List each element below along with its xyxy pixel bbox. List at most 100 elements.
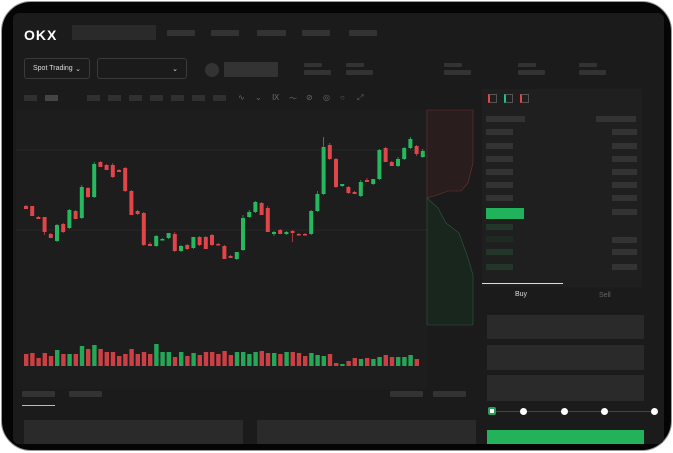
both-sides-icon[interactable] — [488, 94, 497, 103]
candle — [160, 239, 165, 241]
volume-bar — [371, 359, 376, 366]
slider-stop[interactable] — [601, 408, 608, 415]
bottom-tab-history[interactable] — [69, 391, 102, 397]
volume-bar — [321, 356, 326, 366]
line-icon[interactable]: ⌄ — [255, 93, 262, 102]
volume-bar — [42, 353, 47, 366]
bottom-action[interactable] — [433, 391, 466, 397]
nav-item[interactable] — [349, 30, 377, 36]
ask-size — [612, 143, 637, 149]
candle — [365, 180, 369, 182]
slider-stop[interactable] — [561, 408, 568, 415]
volume-bar — [228, 355, 233, 366]
volume-bar — [86, 349, 91, 366]
volume-bar — [55, 350, 60, 366]
tab-sell[interactable]: Sell — [599, 292, 611, 299]
fullscreen-icon[interactable]: ⤢ — [357, 93, 364, 102]
volume-bar — [303, 356, 308, 366]
timeframe-button[interactable] — [150, 95, 163, 101]
volume-bar — [408, 355, 413, 366]
candle — [98, 162, 103, 167]
timeframe-button[interactable] — [129, 95, 142, 101]
buy-submit-button[interactable] — [487, 430, 644, 444]
timeframe-button[interactable] — [171, 95, 184, 101]
timeframe-button[interactable] — [24, 95, 37, 101]
volume-bar — [352, 358, 357, 366]
slider-handle[interactable] — [488, 407, 496, 415]
timeframe-button[interactable] — [87, 95, 100, 101]
bottom-tab-indicator — [22, 405, 55, 406]
candle — [36, 217, 41, 219]
volume-bar — [79, 346, 85, 366]
candle — [327, 145, 332, 159]
slider-stop[interactable] — [520, 408, 527, 415]
pencil-icon[interactable]: ⊘ — [306, 93, 313, 102]
candle — [154, 236, 159, 246]
nav-item[interactable] — [302, 30, 330, 36]
market-select[interactable]: Spot Trading ⌄ — [24, 58, 90, 79]
nav-item[interactable] — [167, 30, 195, 36]
pair-select[interactable]: ⌄ — [97, 58, 187, 79]
volume-bar — [253, 352, 258, 366]
nav-item[interactable] — [211, 30, 239, 36]
slider-stop[interactable] — [651, 408, 658, 415]
volume-bar — [129, 349, 134, 366]
volume-bar — [98, 349, 103, 366]
amount-slider[interactable] — [488, 407, 658, 415]
candle — [296, 234, 301, 236]
bottom-tab-open-orders[interactable] — [22, 391, 55, 397]
indicator-icon[interactable]: Ⅸ — [272, 93, 280, 102]
ask-size — [612, 182, 637, 188]
timeframe-button[interactable] — [213, 95, 226, 101]
bottom-action[interactable] — [390, 391, 423, 397]
stat-label — [579, 63, 597, 67]
timeframe-button[interactable] — [108, 95, 121, 101]
circle-icon[interactable]: ○ — [340, 93, 345, 102]
candle — [61, 224, 66, 232]
search-bar[interactable] — [72, 25, 156, 40]
bid-price — [486, 224, 513, 230]
candle — [284, 232, 289, 234]
timeframe-button[interactable] — [45, 95, 58, 101]
volume-bar — [315, 355, 320, 366]
timeframe-button[interactable] — [192, 95, 205, 101]
candle — [24, 206, 28, 209]
volume-bar — [185, 356, 190, 366]
candlestick-chart[interactable] — [13, 13, 664, 444]
price-input[interactable] — [487, 315, 644, 339]
volume-bar — [402, 357, 407, 366]
volume-bar — [272, 353, 277, 366]
candle — [377, 150, 382, 179]
volume-bar — [73, 354, 78, 366]
candle — [321, 147, 326, 194]
candle — [148, 244, 152, 246]
nav-item[interactable] — [257, 30, 286, 36]
volume-bar — [24, 354, 29, 366]
amount-input[interactable] — [487, 345, 644, 370]
volume-bar — [358, 359, 364, 366]
ask-price — [486, 169, 513, 175]
ask-price — [486, 195, 513, 201]
candle — [247, 212, 252, 217]
volume-bar — [265, 353, 271, 366]
total-input[interactable] — [487, 375, 644, 401]
volume-bar — [222, 351, 227, 366]
stat-value — [518, 70, 545, 75]
ask-price — [486, 129, 513, 135]
candle — [172, 234, 177, 251]
okx-logo: OKX — [24, 27, 58, 43]
line-chart-icon[interactable]: 〜 — [289, 94, 297, 103]
bids-only-icon[interactable] — [504, 94, 513, 103]
candle — [191, 237, 196, 248]
volume-bar — [377, 357, 382, 366]
tab-buy[interactable]: Buy — [515, 291, 528, 298]
line-icon[interactable]: ∿ — [238, 93, 245, 102]
asks-only-icon[interactable] — [520, 94, 529, 103]
volume-bar — [259, 351, 264, 366]
bid-price — [486, 249, 513, 255]
candle — [383, 148, 388, 162]
active-tab-indicator — [482, 283, 563, 284]
gauge-icon[interactable]: ◎ — [323, 93, 330, 102]
candle — [402, 148, 407, 159]
